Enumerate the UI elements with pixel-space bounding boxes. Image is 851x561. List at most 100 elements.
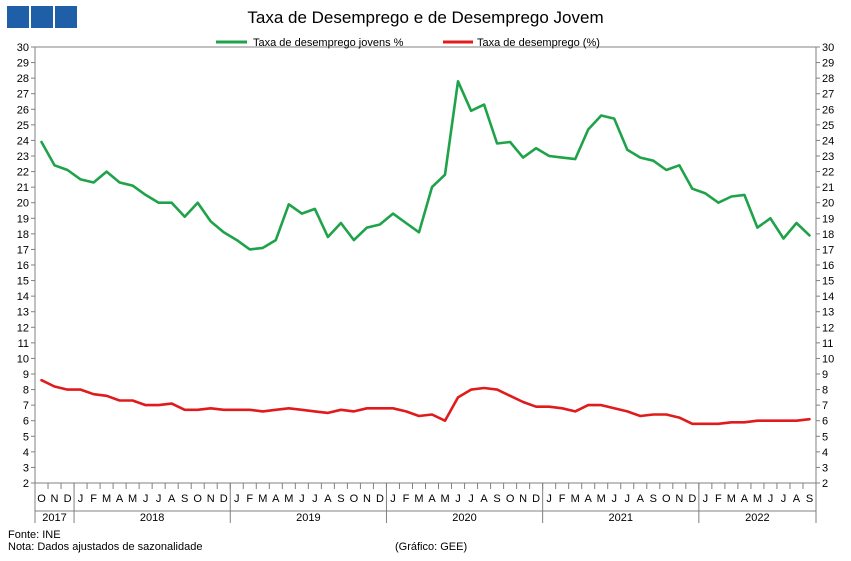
y-tick-label-left: 23 (17, 151, 29, 163)
month-label: D (688, 493, 696, 505)
y-tick-label-left: 6 (23, 416, 29, 428)
y-tick-label-right: 9 (822, 369, 828, 381)
y-tick-label-right: 22 (822, 167, 834, 179)
month-label: S (337, 493, 344, 505)
month-label: J (299, 493, 305, 505)
month-label: F (715, 493, 722, 505)
y-tick-label-left: 18 (17, 229, 29, 241)
source-note: Fonte: INE (8, 529, 61, 541)
y-tick-label-right: 24 (822, 135, 834, 147)
month-label: A (480, 493, 488, 505)
month-label: J (234, 493, 240, 505)
month-label: A (428, 493, 436, 505)
y-tick-label-left: 13 (17, 307, 29, 319)
y-tick-label-left: 16 (17, 260, 29, 272)
seasonal-adjustment-note: Nota: Dados ajustados de sazonalidade (8, 541, 203, 553)
month-label: S (493, 493, 500, 505)
month-label: M (727, 493, 736, 505)
year-label: 2019 (296, 512, 320, 524)
legend-label: Taxa de desemprego (%) (477, 37, 600, 49)
month-label: D (220, 493, 228, 505)
y-tick-label-right: 29 (822, 58, 834, 70)
y-tick-label-right: 16 (822, 260, 834, 272)
y-tick-label-left: 21 (17, 182, 29, 194)
y-tick-label-left: 26 (17, 104, 29, 116)
y-tick-label-left: 24 (17, 135, 29, 147)
y-tick-label-right: 28 (822, 73, 834, 85)
month-label: J (78, 493, 84, 505)
y-tick-label-left: 9 (23, 369, 29, 381)
year-label: 2022 (745, 512, 769, 524)
y-tick-label-right: 11 (822, 338, 833, 350)
month-label: O (37, 493, 46, 505)
month-label: F (90, 493, 97, 505)
month-label: O (662, 493, 671, 505)
month-label: J (143, 493, 149, 505)
y-tick-label-left: 4 (23, 447, 29, 459)
month-label: J (312, 493, 318, 505)
series-line-2 (40, 378, 811, 426)
month-label: N (519, 493, 527, 505)
month-label: N (675, 493, 683, 505)
month-label: J (156, 493, 162, 505)
month-label: M (102, 493, 111, 505)
y-tick-label-left: 15 (17, 276, 29, 288)
month-label: D (64, 493, 72, 505)
month-label: M (414, 493, 423, 505)
month-label: J (611, 493, 617, 505)
logo-block-3 (55, 6, 77, 28)
y-tick-label-right: 20 (822, 198, 834, 210)
y-tick-label-right: 14 (822, 291, 834, 303)
plot-frame (34, 46, 817, 484)
chart-credit: (Gráfico: GEE) (395, 541, 468, 553)
month-label: M (440, 493, 449, 505)
y-tick-label-right: 13 (822, 307, 834, 319)
y-tick-label-right: 18 (822, 229, 834, 241)
year-label: 2017 (42, 512, 66, 524)
y-tick-label-right: 25 (822, 120, 834, 132)
y-tick-label-right: 7 (822, 400, 828, 412)
y-tick-label-left: 17 (17, 244, 29, 256)
month-label: M (128, 493, 137, 505)
month-label: S (806, 493, 813, 505)
month-label: S (650, 493, 657, 505)
y-tick-label-right: 12 (822, 322, 834, 334)
y-tick-label-left: 2 (23, 478, 29, 490)
month-label: A (116, 493, 124, 505)
y-tick-label-left: 25 (17, 120, 29, 132)
y-tick-label-left: 30 (17, 42, 29, 54)
y-tick-label-right: 26 (822, 104, 834, 116)
year-label: 2018 (140, 512, 164, 524)
y-tick-label-left: 20 (17, 198, 29, 210)
month-label: J (455, 493, 461, 505)
y-tick-label-right: 21 (822, 182, 834, 194)
y-tick-label-right: 3 (822, 462, 828, 474)
month-label: A (793, 493, 801, 505)
year-label: 2021 (609, 512, 633, 524)
month-label: J (781, 493, 787, 505)
month-label: F (559, 493, 566, 505)
y-tick-label-right: 15 (822, 276, 834, 288)
month-label: M (258, 493, 267, 505)
month-label: A (272, 493, 280, 505)
month-label: J (625, 493, 631, 505)
month-label: D (376, 493, 384, 505)
y-tick-label-left: 12 (17, 322, 29, 334)
y-tick-label-right: 17 (822, 244, 834, 256)
month-label: D (532, 493, 540, 505)
month-label: A (168, 493, 176, 505)
y-tick-label-left: 3 (23, 462, 29, 474)
y-tick-label-right: 30 (822, 42, 834, 54)
chart-title: Taxa de Desemprego e de Desemprego Jovem (247, 8, 604, 27)
y-tick-label-left: 5 (23, 431, 29, 443)
month-label: O (193, 493, 202, 505)
month-label: O (506, 493, 515, 505)
y-tick-label-left: 22 (17, 167, 29, 179)
month-label: J (390, 493, 396, 505)
month-label: A (585, 493, 593, 505)
y-tick-label-left: 8 (23, 385, 29, 397)
month-label: A (324, 493, 332, 505)
month-label: F (246, 493, 253, 505)
y-tick-label-right: 19 (822, 213, 834, 225)
y-tick-label-left: 27 (17, 89, 29, 101)
